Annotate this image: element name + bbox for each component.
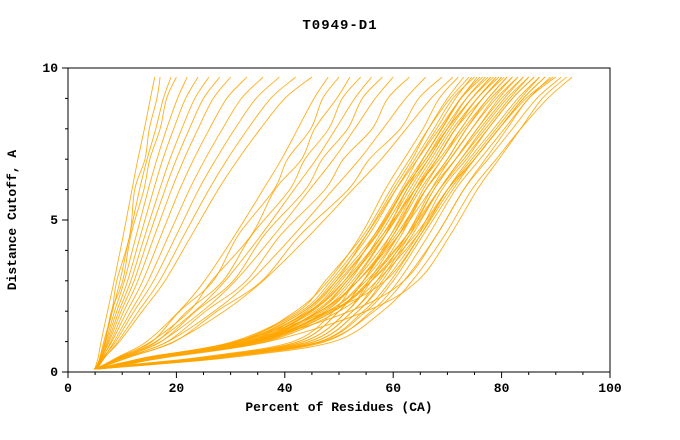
gdt-curve	[96, 76, 280, 370]
x-tick-label: 40	[277, 381, 293, 396]
gdt-curve	[98, 76, 492, 370]
gdt-curve	[98, 76, 248, 370]
y-tick-label: 0	[50, 365, 58, 380]
gdt-curve	[95, 76, 551, 370]
gdt-curve	[97, 76, 519, 370]
gdt-curve	[95, 76, 231, 370]
gdt-curve	[93, 76, 210, 370]
gdt-curve	[99, 76, 557, 370]
gdt-curve	[98, 76, 340, 370]
x-tick-label: 60	[385, 381, 401, 396]
gdt-curve	[95, 76, 372, 370]
gdt-curve	[94, 76, 427, 370]
y-axis-label: Distance Cutoff, A	[5, 150, 20, 291]
gdt-curve	[98, 76, 554, 370]
gdt-curve	[96, 76, 540, 370]
gdt-curve	[94, 76, 172, 370]
x-tick-label: 100	[598, 381, 622, 396]
x-tick-label: 80	[494, 381, 510, 396]
gdt-curve	[98, 76, 530, 370]
gdt-curve	[98, 76, 383, 370]
gdt-curve	[96, 77, 161, 370]
curves-layer	[93, 76, 573, 370]
y-tick-label: 10	[42, 61, 58, 76]
x-tick-label: 20	[169, 381, 185, 396]
gdt-curve	[97, 76, 540, 370]
x-tick-label: 0	[64, 381, 72, 396]
gdt-curve	[95, 76, 454, 370]
gdt-curve	[100, 76, 567, 370]
gdt-curve	[96, 76, 410, 370]
gdt-curve	[94, 76, 296, 370]
plot-border	[67, 67, 611, 373]
axes-layer: 0 20 40 60 80 100 0 5 10	[42, 61, 622, 396]
gdt-curve	[97, 76, 199, 370]
x-axis-label: Percent of Residues (CA)	[245, 400, 432, 415]
gdt-curve	[97, 76, 535, 370]
gdt-curve	[97, 76, 313, 370]
y-tick-label: 5	[50, 213, 58, 228]
gdt-curve	[94, 77, 156, 370]
plot-title: T0949-D1	[302, 18, 377, 34]
gdt-curve	[94, 76, 394, 370]
gdt-curve	[96, 76, 562, 370]
gdt-curve	[96, 76, 221, 370]
